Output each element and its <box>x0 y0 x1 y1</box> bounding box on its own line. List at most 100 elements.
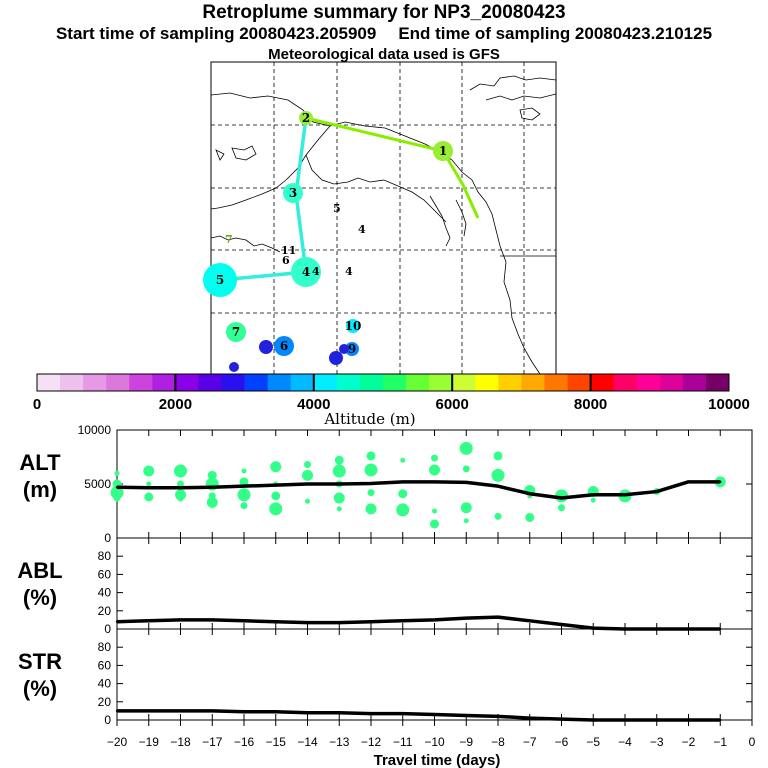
series-point-str <box>560 717 563 721</box>
met-data-label: Meteorological data used is GFS <box>268 46 500 63</box>
extra-label-1: 7 <box>225 233 233 246</box>
alt-scatter-point <box>241 468 247 474</box>
series-point-alt <box>687 480 690 484</box>
series-point-str <box>242 710 246 714</box>
x-tick-label: −9 <box>459 735 473 749</box>
y-tick-label: 80 <box>98 640 112 654</box>
plume-point-label-3: 3 <box>289 186 297 200</box>
alt-scatter-point <box>460 502 472 514</box>
alt-scatter-point <box>336 506 342 512</box>
colorbar-cell <box>636 374 661 391</box>
colorbar-cell <box>198 374 222 391</box>
x-tick-label: −14 <box>297 735 318 749</box>
map-graticule <box>211 62 556 374</box>
series-point-abl <box>465 616 468 620</box>
colorbar-cell <box>267 374 292 391</box>
alt-scatter-point <box>206 496 218 508</box>
extra-label-2: 4 <box>358 223 366 236</box>
y-tick-label: 40 <box>98 677 112 691</box>
series-point-str <box>401 712 404 715</box>
alt-scatter-point <box>367 489 375 497</box>
colorbar-cell <box>544 374 568 391</box>
chart-title: Retroplume summary for NP3_20080423 <box>202 2 566 23</box>
panel-ylabel-main: ABL <box>17 558 62 583</box>
series-point-alt <box>147 486 150 489</box>
colorbar-label: Altitude (m) <box>323 410 415 428</box>
y-tick-label: 5000 <box>84 477 111 491</box>
series-point-abl <box>115 620 119 623</box>
series-point-alt <box>338 482 341 486</box>
plume-point-label-7: 7 <box>232 325 240 339</box>
series-point-str <box>115 709 119 713</box>
alt-scatter-point <box>332 464 346 478</box>
series-point-alt <box>592 493 595 496</box>
colorbar-cell <box>567 374 591 391</box>
alt-scatter-point <box>305 498 310 504</box>
altitude-colorbar: 0 2000 4000 6000 8000 10000 Altitude (m) <box>33 373 750 428</box>
alt-scatter-point <box>462 465 470 473</box>
colorbar-cell <box>705 374 730 391</box>
alt-scatter-point <box>239 477 249 487</box>
extra-label-5: 5 <box>333 202 341 215</box>
colorbar-cell <box>682 374 707 391</box>
extra-label-6: 11 <box>281 244 296 257</box>
end-time-label: End time of sampling 20080423.210125 <box>398 24 713 43</box>
series-point-str <box>369 712 373 715</box>
colorbar-cell <box>37 374 61 391</box>
x-tick-label: −19 <box>139 735 160 749</box>
series-point-abl <box>242 619 246 623</box>
alt-scatter-point <box>459 441 473 455</box>
alt-scatter-point <box>175 489 186 501</box>
series-point-alt <box>496 484 500 488</box>
x-tick-label: −16 <box>234 735 255 749</box>
plume-point-label-5: 5 <box>216 273 224 287</box>
series-point-abl <box>433 618 436 622</box>
colorbar-cell <box>452 374 476 391</box>
colorbar-cell <box>336 374 361 391</box>
series-point-str <box>338 711 341 714</box>
plume-point-label-2: 2 <box>302 111 310 125</box>
plume-points: 12345678910 <box>203 111 453 372</box>
plume-minor-point <box>339 344 349 354</box>
colorbar-cell <box>498 374 522 391</box>
colorbar-cell <box>313 374 338 391</box>
colorbar-cell <box>613 374 638 391</box>
alt-scatter-point <box>110 486 124 500</box>
colorbar-ticks: 0 2000 4000 6000 8000 10000 <box>33 374 750 413</box>
map-panel: 12345678910 7 4 4 4 5 11 6 <box>203 61 557 375</box>
series-point-abl <box>369 620 373 623</box>
plume-point-label-10: 10 <box>345 319 362 333</box>
y-tick-label: 20 <box>98 695 112 709</box>
colorbar-cell <box>659 374 684 391</box>
coastlines <box>210 75 557 375</box>
x-tick-label: −5 <box>586 735 600 749</box>
alt-scatter-point <box>558 504 565 512</box>
alt-scatter-point <box>429 464 440 476</box>
series-point-alt <box>306 482 309 486</box>
plume-point-label-1: 1 <box>439 144 447 158</box>
series-line-abl <box>116 615 721 631</box>
alt-scatter-point <box>365 503 377 515</box>
series-point-abl <box>560 623 563 626</box>
y-tick-label: 0 <box>104 622 111 636</box>
alt-scatter-point <box>178 496 183 502</box>
alt-scatter-point <box>333 492 345 504</box>
x-axis-label: Travel time (days) <box>374 752 501 768</box>
alt-scatter-point <box>271 491 281 501</box>
y-tick-label: 10000 <box>78 423 112 437</box>
alt-scatter-point <box>113 494 121 502</box>
extra-label-3: 4 <box>345 265 353 278</box>
series-point-abl <box>147 619 150 623</box>
plume-point-9 <box>345 342 359 356</box>
x-tick-label: −10 <box>424 735 445 749</box>
colorbar-tick-label: 4000 <box>297 396 330 413</box>
alt-scatter-point <box>144 492 154 502</box>
x-tick-label: −2 <box>682 735 696 749</box>
timeseries-panels: ALT(m)0500010000ABL(%)020406080STR(%)020… <box>17 423 753 727</box>
alt-scatter-point <box>270 461 282 473</box>
series-point-str <box>274 710 277 714</box>
alt-scatter-point <box>400 457 406 463</box>
y-tick-label: 40 <box>98 586 112 600</box>
series-point-alt <box>369 482 373 485</box>
